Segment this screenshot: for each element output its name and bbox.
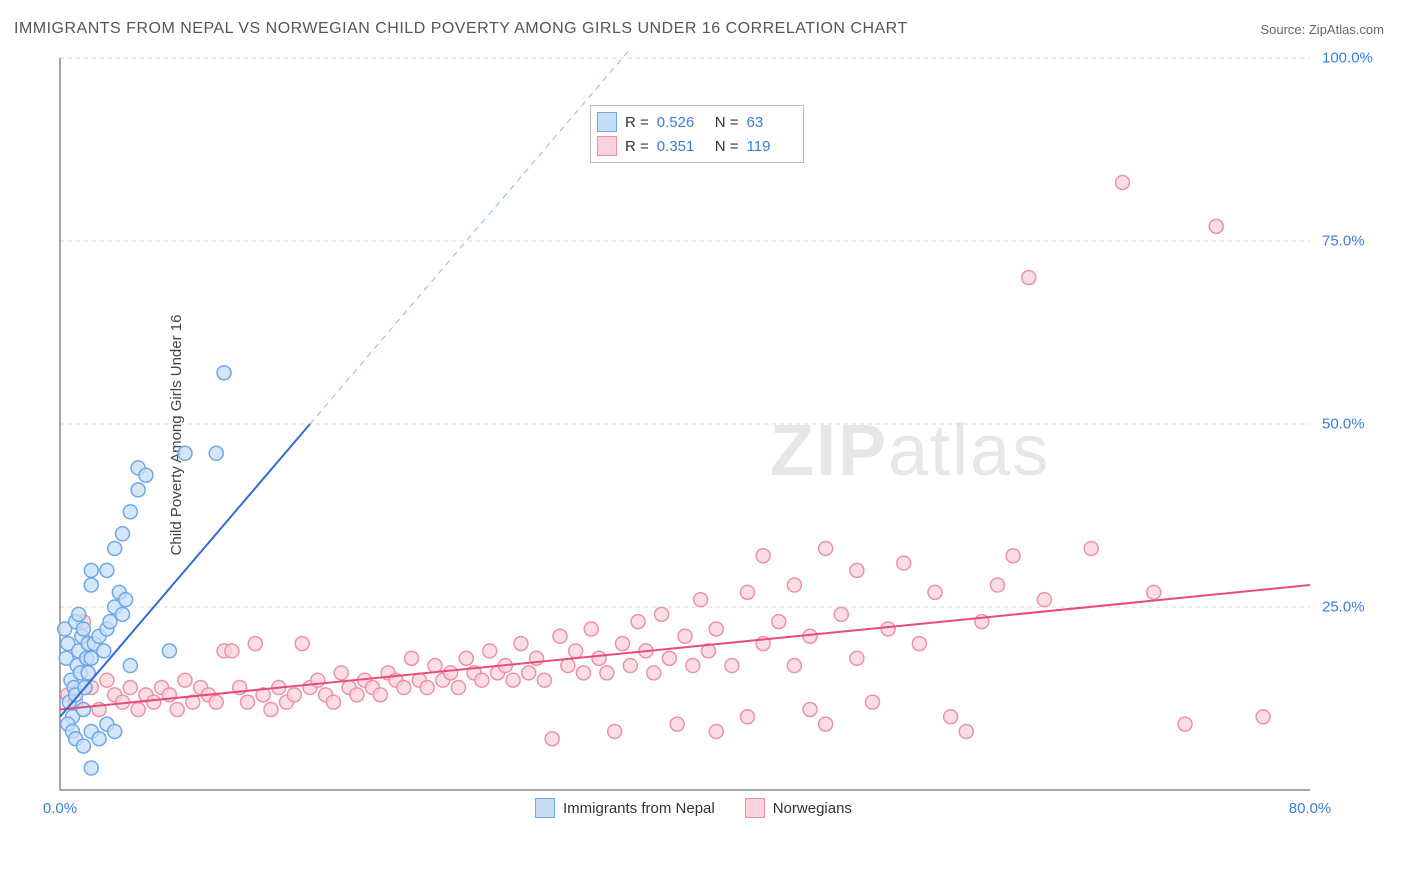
- swatch-series-1: [597, 136, 617, 156]
- x-tick-label: 0.0%: [43, 800, 77, 817]
- legend-rn-row-1: R = 0.351 N = 119: [597, 134, 797, 158]
- legend-rn-box: R = 0.526 N = 63 R = 0.351 N = 119: [590, 105, 804, 163]
- bottom-legend-label-1: Norwegians: [773, 800, 852, 817]
- bottom-swatch-1: [745, 798, 765, 818]
- n-value-1: 119: [747, 138, 797, 155]
- bottom-legend-label-0: Immigrants from Nepal: [563, 800, 715, 817]
- r-label-0: R =: [625, 114, 649, 131]
- x-tick-label: 80.0%: [1289, 800, 1332, 817]
- chart-area: Child Poverty Among Girls Under 16 R = 0…: [50, 50, 1380, 820]
- scatter-plot: [50, 50, 1380, 820]
- bottom-swatch-0: [535, 798, 555, 818]
- bottom-legend-item-1: Norwegians: [745, 798, 852, 818]
- n-label-0: N =: [715, 114, 739, 131]
- y-tick-label: 75.0%: [1322, 233, 1365, 250]
- bottom-legend: Immigrants from Nepal Norwegians: [535, 798, 852, 818]
- legend-rn-row-0: R = 0.526 N = 63: [597, 110, 797, 134]
- n-label-1: N =: [715, 138, 739, 155]
- chart-title: IMMIGRANTS FROM NEPAL VS NORWEGIAN CHILD…: [14, 20, 908, 38]
- y-tick-label: 25.0%: [1322, 599, 1365, 616]
- r-label-1: R =: [625, 138, 649, 155]
- r-value-0: 0.526: [657, 114, 707, 131]
- y-tick-label: 50.0%: [1322, 416, 1365, 433]
- source-label: Source: ZipAtlas.com: [1260, 22, 1384, 37]
- r-value-1: 0.351: [657, 138, 707, 155]
- y-tick-label: 100.0%: [1322, 50, 1373, 67]
- bottom-legend-item-0: Immigrants from Nepal: [535, 798, 715, 818]
- source-name: ZipAtlas.com: [1309, 22, 1384, 37]
- swatch-series-0: [597, 112, 617, 132]
- n-value-0: 63: [747, 114, 797, 131]
- source-prefix: Source:: [1260, 22, 1308, 37]
